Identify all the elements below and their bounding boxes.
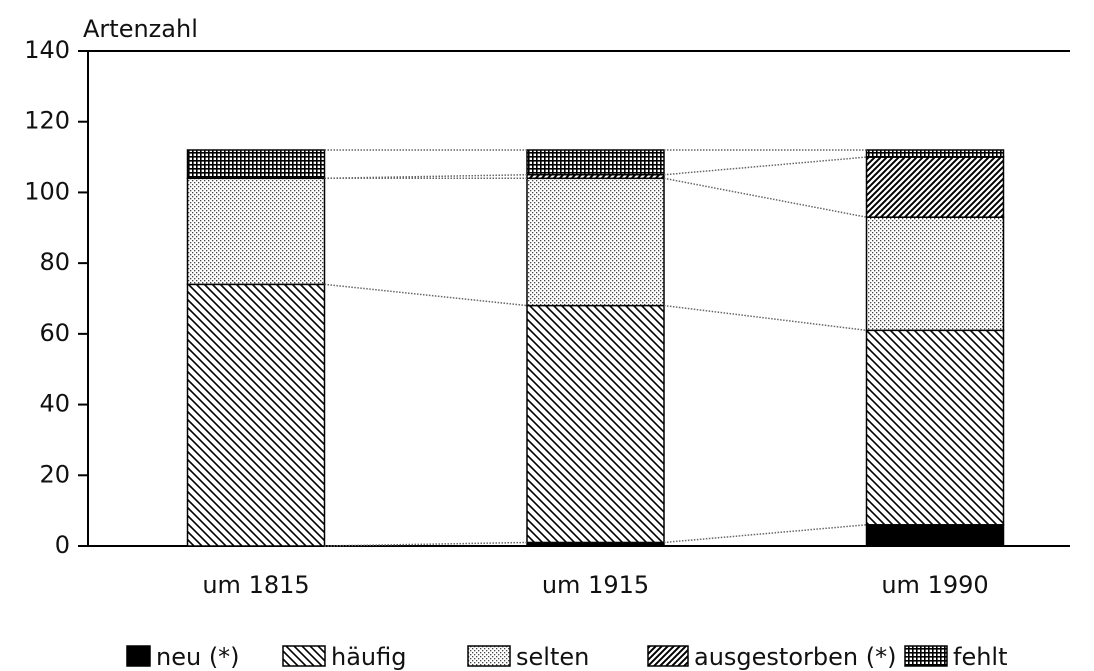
y-tick-label: 0: [55, 531, 70, 559]
x-tick-label: um 1815: [202, 571, 309, 599]
bar-segment: [526, 149, 665, 176]
bar-segment: [865, 149, 1005, 158]
legend-label: neu (*): [156, 643, 240, 671]
legend-swatch: [126, 645, 151, 667]
y-tick-label: 140: [24, 36, 70, 64]
legend-swatch: [904, 645, 948, 667]
bar-segment: [186, 177, 326, 286]
y-tick-label: 20: [39, 460, 70, 488]
legend-swatch: [467, 645, 511, 667]
legend-label: ausgestorben (*): [694, 643, 896, 671]
x-tick-label: um 1990: [881, 571, 988, 599]
bar-segment: [526, 304, 665, 544]
legend-swatch: [282, 645, 326, 667]
legend-label: fehlt: [953, 643, 1008, 671]
y-axis-label: Artenzahl: [83, 15, 198, 43]
y-tick-label: 120: [24, 107, 70, 135]
bar-segment: [865, 156, 1005, 218]
bar-segment: [526, 177, 665, 307]
legend-swatch: [647, 645, 689, 667]
legend-label: selten: [516, 643, 589, 671]
bar-segment: [865, 329, 1005, 526]
connector: [324, 541, 528, 547]
y-tick-label: 100: [24, 177, 70, 205]
connector: [663, 304, 867, 332]
y-tick-label: 60: [39, 319, 70, 347]
bar-segment: [186, 149, 326, 180]
connector: [663, 524, 867, 544]
connector: [663, 177, 867, 218]
connector: [324, 283, 528, 307]
bar-segment: [865, 216, 1005, 332]
connector: [324, 174, 528, 180]
legend-label: häufig: [331, 643, 406, 671]
x-tick-label: um 1915: [542, 571, 649, 599]
y-tick-label: 40: [39, 390, 70, 418]
bar-segment: [186, 283, 326, 547]
y-tick-label: 80: [39, 248, 70, 276]
bar-segment: [865, 524, 1005, 547]
connector: [663, 156, 867, 176]
